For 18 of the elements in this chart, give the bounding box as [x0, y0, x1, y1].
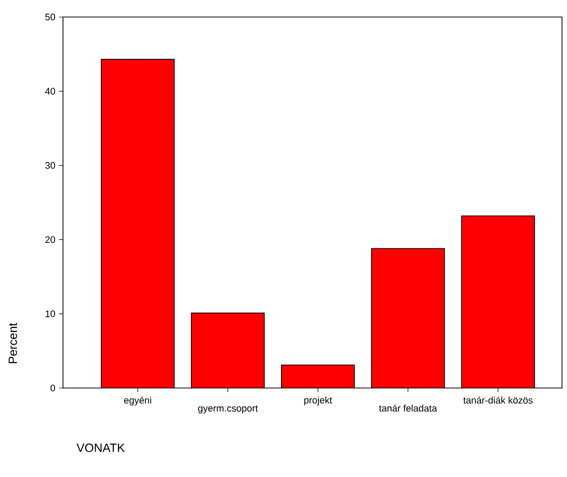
y-tick-label: 30: [45, 162, 56, 169]
bar: [101, 59, 174, 388]
bar: [461, 215, 535, 388]
y-tick-label: 50: [45, 14, 56, 20]
y-tick-label: 40: [45, 88, 56, 95]
x-axis-title: VONATK: [76, 444, 125, 452]
x-tick-label: gyerm.csoport: [198, 405, 258, 414]
x-tick-label: tanár feladata: [379, 404, 438, 412]
y-tick-label: 20: [45, 236, 56, 243]
y-axis-title: Percent: [8, 322, 18, 364]
x-tick-label: projekt: [304, 396, 332, 406]
bar: [281, 365, 354, 388]
x-tick-label: egyéni: [124, 396, 152, 406]
y-tick-label: 0: [50, 384, 56, 392]
x-tick-label: tanár-diák közös: [463, 396, 533, 404]
y-tick-label: 10: [46, 310, 56, 318]
bar: [372, 248, 444, 388]
bar: [191, 313, 264, 388]
